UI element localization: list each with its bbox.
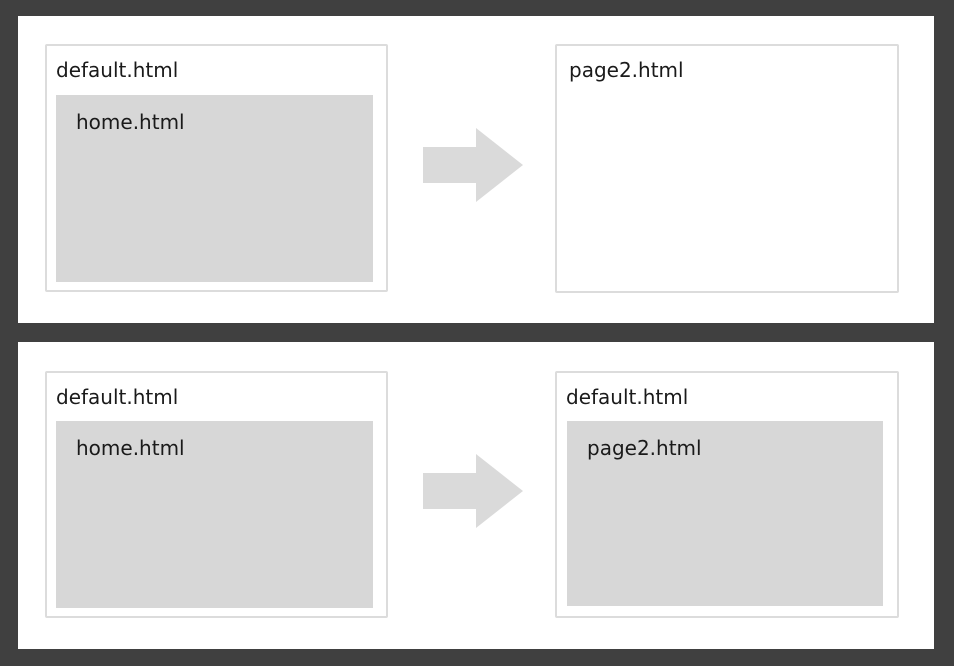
top-right-frame-label: page2.html [569, 58, 684, 82]
bottom-left-home-region: home.html [56, 421, 373, 608]
top-left-inner-label: home.html [76, 110, 185, 134]
right-arrow-icon [423, 454, 523, 528]
right-arrow-icon [423, 128, 523, 202]
bottom-right-page2-region: page2.html [567, 421, 883, 606]
top-left-home-region: home.html [56, 95, 373, 282]
top-left-default-frame: default.html home.html [45, 44, 388, 292]
top-scenario-panel: default.html home.html page2.html [18, 16, 934, 323]
bottom-left-inner-label: home.html [76, 436, 185, 460]
bottom-right-frame-label: default.html [566, 385, 689, 409]
bottom-left-frame-label: default.html [56, 385, 179, 409]
bottom-left-default-frame: default.html home.html [45, 371, 388, 618]
bottom-right-inner-label: page2.html [587, 436, 702, 460]
top-left-frame-label: default.html [56, 58, 179, 82]
bottom-right-default-frame: default.html page2.html [555, 371, 899, 618]
top-right-page2-frame: page2.html [555, 44, 899, 293]
bottom-scenario-panel: default.html home.html default.html page… [18, 342, 934, 649]
